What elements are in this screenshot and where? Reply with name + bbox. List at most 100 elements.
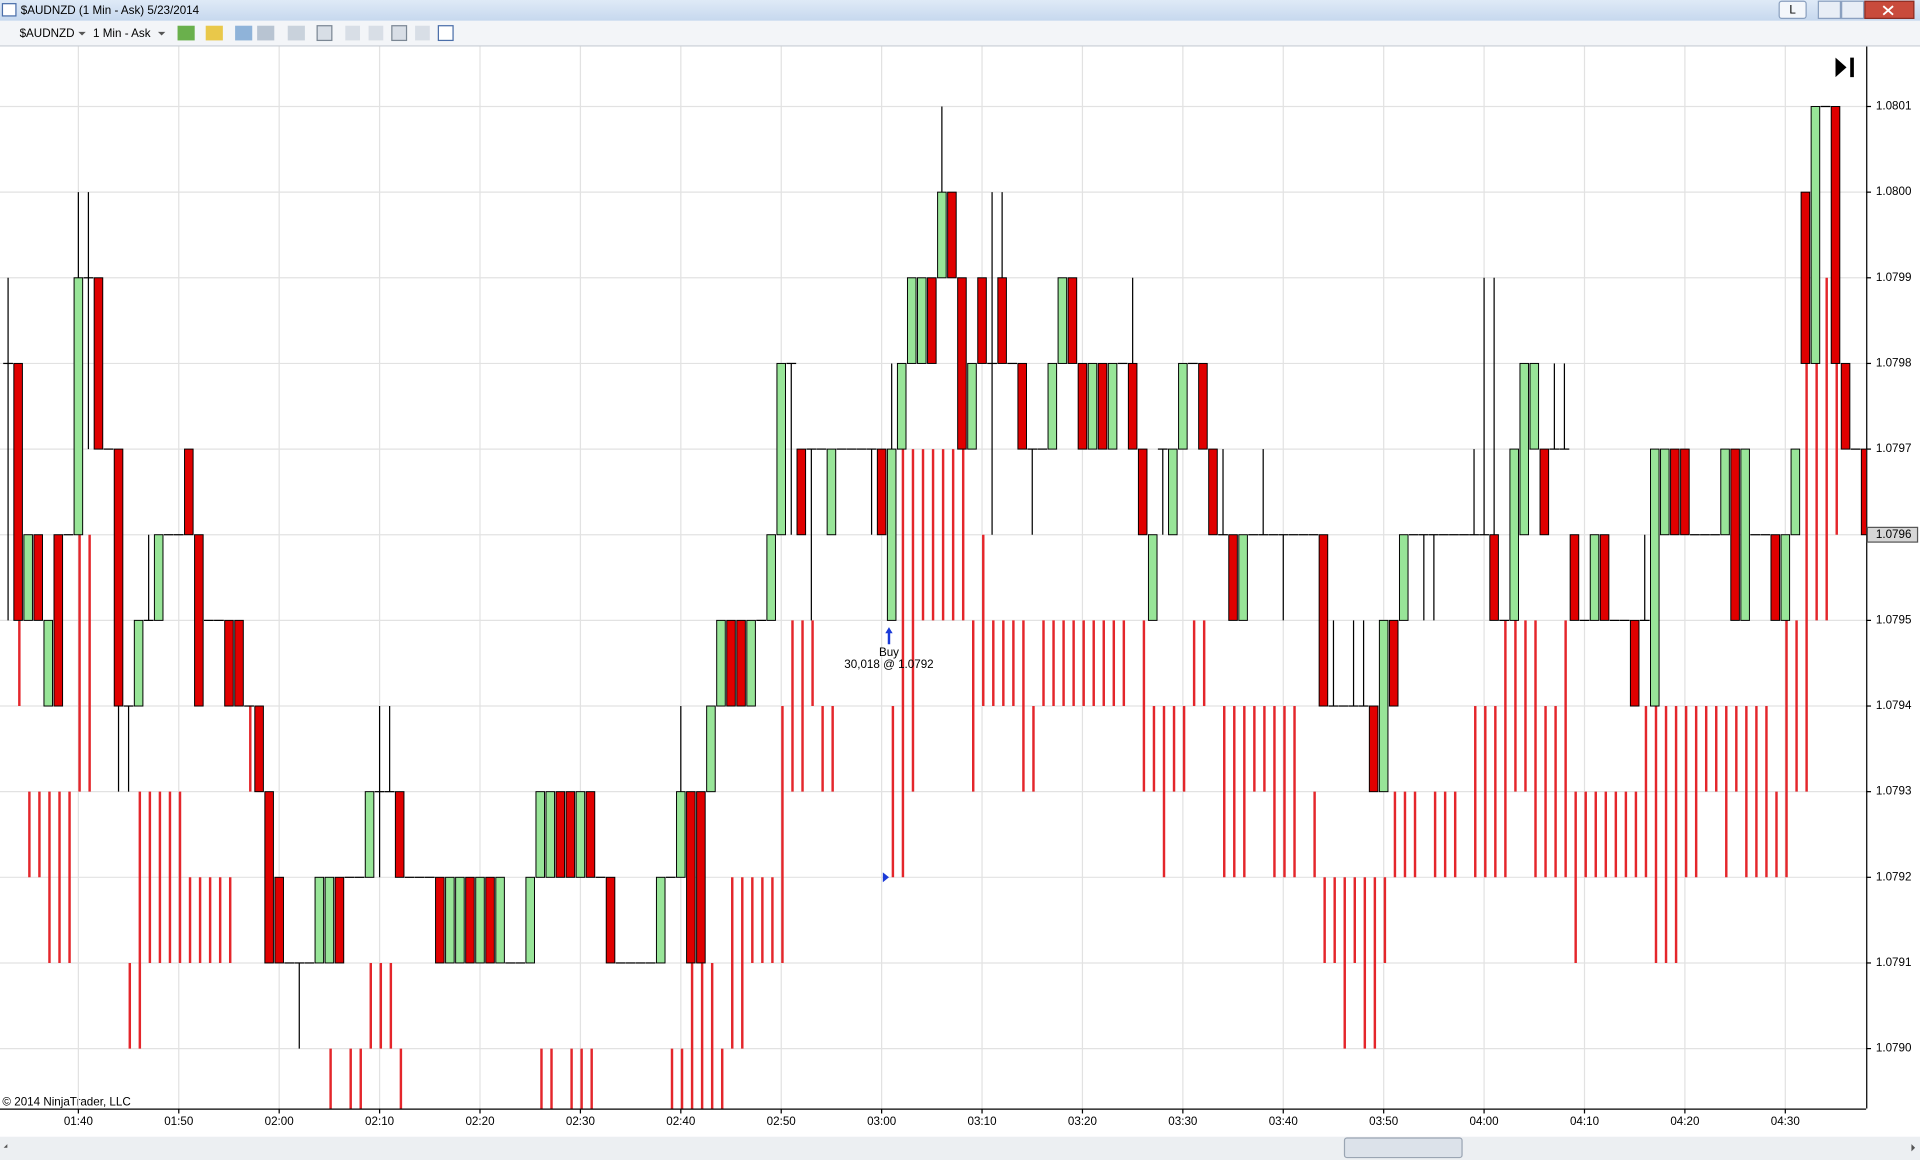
candle-body [465, 876, 475, 964]
y-tick-label: 1.0793 [1876, 785, 1912, 798]
title-bar [0, 0, 1920, 21]
tool-button[interactable] [437, 25, 454, 42]
candle-body [1830, 106, 1841, 364]
candle-body [1208, 448, 1218, 536]
tool-button[interactable] [415, 25, 430, 41]
y-tick-label: 1.0797 [1876, 442, 1912, 455]
x-tick-label: 04:30 [1771, 1115, 1801, 1128]
candle-body [1489, 534, 1499, 621]
y-tick-label: 1.0799 [1876, 271, 1912, 284]
candle-body [967, 362, 977, 450]
dropdown-arrow [78, 31, 86, 36]
window-title: $AUDNZD (1 Min - Ask) 5/23/2014 [21, 4, 200, 17]
candle-body [1147, 534, 1158, 621]
y-tick-label: 1.0790 [1876, 1042, 1912, 1055]
candle-body [93, 277, 104, 450]
minimize-button[interactable] [1817, 0, 1842, 19]
candle-body [364, 791, 375, 878]
scrollbar-thumb[interactable] [1343, 1137, 1463, 1159]
tool-button[interactable] [345, 25, 360, 41]
indicator-button[interactable] [235, 25, 253, 41]
x-tick-label: 02:00 [265, 1115, 295, 1128]
candle-body [686, 791, 696, 964]
buy-arrow [885, 627, 893, 645]
zoom-button[interactable] [316, 25, 333, 42]
candle-body [1790, 448, 1801, 536]
candle-body [796, 448, 807, 536]
maximize-button[interactable] [1841, 0, 1865, 19]
candle-body [394, 791, 405, 878]
candle-body [876, 448, 887, 536]
candle-body [445, 876, 455, 964]
y-tick-label: 1.0794 [1876, 699, 1912, 712]
tool-button[interactable] [391, 25, 408, 42]
candle-body [716, 619, 726, 707]
last-price-label: 1.0796 [1876, 528, 1912, 541]
x-tick-label: 02:50 [767, 1115, 797, 1128]
scrollbar[interactable] [0, 1136, 1920, 1160]
candle-body [957, 277, 967, 450]
candle-body [605, 876, 616, 964]
candle-body [575, 791, 586, 878]
period-selector[interactable]: 1 Min - Ask [93, 27, 151, 40]
candle-body [1198, 362, 1208, 450]
scroll-right[interactable] [1911, 1144, 1916, 1152]
candle-body [13, 362, 23, 621]
candle-body [1067, 277, 1078, 364]
candle-body [1529, 362, 1540, 450]
candle-body [1800, 191, 1811, 364]
candle-body [1388, 619, 1399, 707]
candle-body [696, 791, 706, 964]
app-icon [1, 3, 17, 17]
x-tick-label: 02:20 [465, 1115, 495, 1128]
candle-body [1780, 534, 1791, 621]
link-button-label[interactable]: L [1789, 3, 1796, 16]
scroll-to-end-button[interactable] [1835, 57, 1854, 78]
candle-body [113, 448, 124, 707]
candle-body [1670, 448, 1680, 536]
instrument-selector[interactable]: $AUDNZD [20, 27, 75, 40]
y-tick-label: 1.0791 [1876, 956, 1912, 969]
annotation-text: Buy [879, 646, 899, 659]
x-tick-label: 03:00 [867, 1115, 897, 1128]
candle-body [1087, 362, 1098, 450]
drawing-tool-button[interactable] [205, 25, 223, 41]
candle-body [224, 619, 234, 707]
bar-type-button[interactable] [177, 25, 195, 41]
candle-body [565, 791, 576, 878]
candle-body [1077, 362, 1088, 450]
x-tick-label: 03:10 [967, 1115, 997, 1128]
cursor-button[interactable] [287, 25, 305, 41]
candle-body [937, 191, 947, 279]
candle-body [133, 619, 144, 707]
candle-body [153, 534, 164, 621]
candle-body [545, 791, 556, 878]
candle-body [73, 277, 84, 536]
candle-body [1810, 106, 1821, 364]
candle-body [1057, 277, 1068, 364]
candle-body [495, 876, 505, 964]
candle-body [264, 791, 274, 964]
candle-body [455, 876, 465, 964]
candle-body [997, 277, 1007, 364]
x-tick-label: 02:10 [365, 1115, 395, 1128]
candle-body [525, 876, 535, 964]
x-tick-label: 04:20 [1670, 1115, 1700, 1128]
candle-body [1569, 534, 1580, 621]
candle-body [1168, 448, 1178, 536]
candle-body [1740, 448, 1750, 621]
x-tick-label: 04:10 [1570, 1115, 1600, 1128]
candle-body [1238, 534, 1248, 621]
strategy-button[interactable] [257, 25, 275, 41]
candle-body [555, 791, 566, 878]
candle-body [766, 534, 776, 621]
candle-body [1720, 448, 1730, 536]
candle-body [1318, 534, 1329, 707]
tool-button[interactable] [368, 25, 384, 41]
candle-body [1730, 448, 1740, 621]
candle-body [274, 876, 284, 964]
candle-body [886, 448, 897, 621]
x-tick-label: 03:40 [1269, 1115, 1299, 1128]
dropdown-arrow [157, 31, 166, 36]
link-button[interactable] [1778, 0, 1807, 19]
